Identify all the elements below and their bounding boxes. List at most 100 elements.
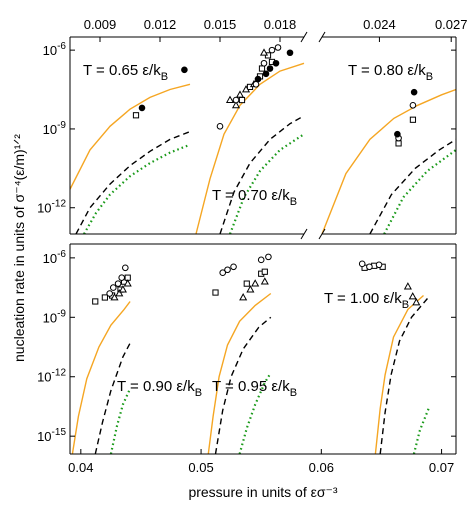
open-circle-point xyxy=(122,264,129,272)
y-tick-label: 10-12 xyxy=(37,199,66,216)
axis-break-mark xyxy=(318,228,326,240)
temperature-label: T = 0.95 ε/kB xyxy=(212,378,297,399)
open-circle-point xyxy=(268,46,276,54)
open-square-point xyxy=(101,294,108,301)
temperature-label: T = 0.70 ε/kB xyxy=(212,187,297,208)
green-dotted-curve xyxy=(228,133,305,234)
open-square-point xyxy=(261,268,268,275)
y-tick-exponent: -12 xyxy=(52,199,67,210)
temperature-label-subscript: B xyxy=(290,196,297,208)
open-triangle-point xyxy=(231,100,241,109)
y-tick-label: 10-12 xyxy=(37,368,66,385)
y-tick-label: 10-6 xyxy=(43,249,67,266)
y-tick-exponent: -9 xyxy=(57,120,66,131)
orange-curve xyxy=(207,292,272,454)
orange-curve xyxy=(71,301,131,454)
temperature-label-subscript: B xyxy=(426,71,433,83)
temperature-label-text: T = 0.70 ε/k xyxy=(212,187,290,204)
black-dashed-curve xyxy=(75,130,191,234)
open-triangle-point xyxy=(408,292,417,300)
temperature-label-subscript: B xyxy=(161,71,168,83)
y-tick-label: 10-15 xyxy=(37,427,66,444)
filled-circle-point xyxy=(410,88,418,96)
black-dashed-curve xyxy=(214,316,272,454)
open-circle-point xyxy=(265,253,272,261)
x-tick-label: 0.06 xyxy=(309,460,334,475)
open-square-point xyxy=(92,298,99,305)
x-tick-label: 0.012 xyxy=(144,17,177,32)
y-tick-base: 10 xyxy=(43,310,57,325)
y-tick-label: 10-9 xyxy=(43,308,67,325)
temperature-label-text: T = 0.80 ε/k xyxy=(348,62,426,79)
filled-circle-point xyxy=(394,130,401,138)
panel-top: 0.009 0.012 0.015 0.018 0.024 0.02710-610-910… xyxy=(37,17,468,240)
filled-circle-point xyxy=(138,104,146,112)
open-circle-point xyxy=(375,261,383,269)
open-circle-point xyxy=(216,123,224,130)
y-tick-label: 10-9 xyxy=(43,120,67,137)
open-triangle-point xyxy=(115,289,124,297)
temperature-label-subscript: B xyxy=(402,299,409,311)
y-tick-base: 10 xyxy=(37,201,51,216)
open-triangle-point xyxy=(123,279,132,287)
open-circle-point xyxy=(366,263,373,271)
x-tick-label: 0.05 xyxy=(188,460,213,475)
filled-circle-point xyxy=(286,49,294,57)
axis-break-gap xyxy=(305,33,321,238)
open-triangle-point xyxy=(251,279,260,287)
black-dashed-curve xyxy=(369,138,456,234)
orange-curve xyxy=(321,88,456,234)
open-circle-point xyxy=(224,266,231,274)
open-circle-point xyxy=(257,256,265,264)
y-tick-base: 10 xyxy=(37,370,51,385)
open-circle-point xyxy=(409,101,417,109)
orange-curve xyxy=(195,62,305,234)
open-square-point xyxy=(212,289,219,296)
green-dotted-curve xyxy=(412,406,431,454)
open-circle-point xyxy=(109,284,117,291)
open-triangle-point xyxy=(260,277,269,285)
filled-circle-point xyxy=(254,75,262,83)
axis-break-mark xyxy=(300,31,308,43)
black-dashed-curve xyxy=(379,297,429,454)
y-tick-base: 10 xyxy=(37,429,51,444)
open-triangle-point xyxy=(110,293,119,301)
orange-curve xyxy=(374,294,424,454)
open-circle-point xyxy=(260,59,268,67)
x-tick-label: 0.018 xyxy=(264,17,297,32)
filled-circle-point xyxy=(181,66,188,74)
temperature-group xyxy=(195,44,305,234)
temperature-label-subscript: B xyxy=(195,387,202,399)
x-tick-label: 0.027 xyxy=(435,17,468,32)
axis-break-mark xyxy=(318,31,326,43)
open-triangle-point xyxy=(403,282,412,290)
x-tick-label: 0.015 xyxy=(204,17,237,32)
open-triangle-point xyxy=(239,293,248,301)
open-square-point xyxy=(258,65,266,72)
x-axis-title: pressure in units of εσ⁻³ xyxy=(188,484,337,500)
open-triangle-point xyxy=(246,285,255,293)
filled-circle-point xyxy=(262,70,270,78)
temperature-group xyxy=(358,260,431,454)
y-tick-exponent: -6 xyxy=(57,249,66,260)
open-circle-point xyxy=(118,274,126,281)
open-triangle-point xyxy=(259,48,269,56)
y-tick-exponent: -12 xyxy=(52,368,67,379)
y-tick-base: 10 xyxy=(43,251,57,266)
filled-circle-point xyxy=(266,65,274,72)
temperature-label: T = 1.00 ε/kB xyxy=(324,290,409,311)
temperature-label-text: T = 0.90 ε/k xyxy=(117,378,195,395)
x-tick-label: 0.009 xyxy=(84,17,117,32)
open-triangle-point xyxy=(118,285,127,293)
orange-curve xyxy=(70,83,191,190)
open-square-point xyxy=(243,280,250,287)
temperature-label: T = 0.65 ε/kB xyxy=(83,62,168,83)
axis-break-mark xyxy=(300,228,308,240)
open-circle-point xyxy=(219,269,227,277)
x-tick-label: 0.024 xyxy=(363,17,396,32)
temperature-group xyxy=(207,253,272,454)
temperature-label-text: T = 0.95 ε/k xyxy=(212,378,290,395)
open-square-point xyxy=(132,112,140,119)
temperature-label-text: T = 0.65 ε/k xyxy=(83,62,161,79)
